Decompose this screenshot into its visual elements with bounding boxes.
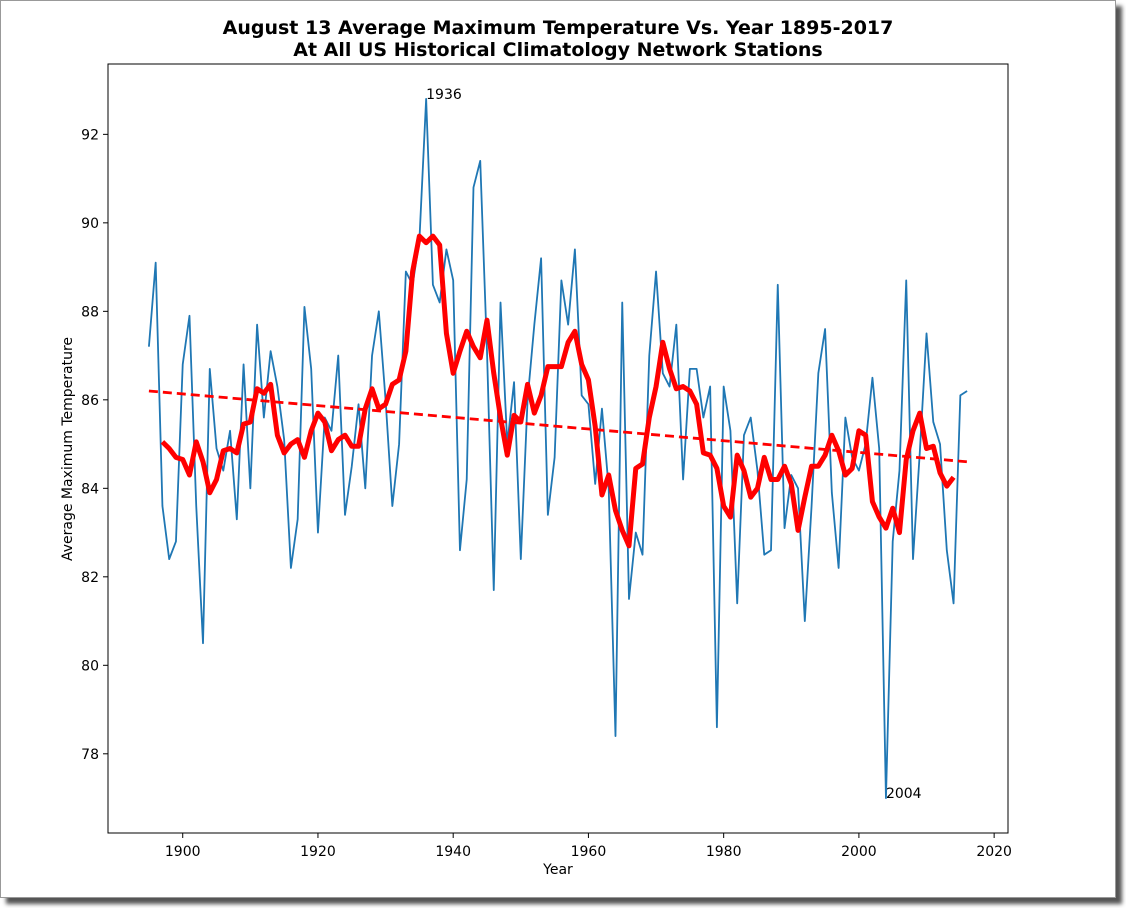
trend-line (148, 389, 968, 464)
x-tick-label: 2020 (976, 844, 1012, 860)
x-tick-label: 1980 (706, 844, 742, 860)
x-tick-label: 1940 (435, 844, 471, 860)
y-tick-label: 78 (81, 747, 99, 763)
annotation: 2004 (886, 786, 922, 802)
y-tick-label: 84 (81, 481, 99, 497)
series-line (160, 233, 956, 549)
annotation: 1936 (426, 87, 462, 103)
y-axis-label: Average Maximum Temperature (60, 337, 76, 561)
chart-title: August 13 Average Maximum Temperature Vs… (223, 17, 894, 39)
x-tick-label: 1900 (165, 844, 201, 860)
plot-frame (107, 63, 1009, 834)
x-tick-label: 1920 (300, 844, 336, 860)
y-tick-label: 80 (81, 658, 99, 674)
y-tick-label: 90 (81, 216, 99, 232)
y-tick-label: 86 (81, 393, 99, 409)
y-tick-label: 82 (81, 570, 99, 586)
y-tick-label: 92 (81, 127, 99, 143)
chart-subtitle: At All US Historical Climatology Network… (293, 39, 823, 61)
x-tick-label: 2000 (841, 844, 877, 860)
y-tick-label: 88 (81, 304, 99, 320)
x-tick-label: 1960 (571, 844, 607, 860)
x-axis-label: Year (542, 862, 573, 878)
series-line (148, 98, 968, 799)
